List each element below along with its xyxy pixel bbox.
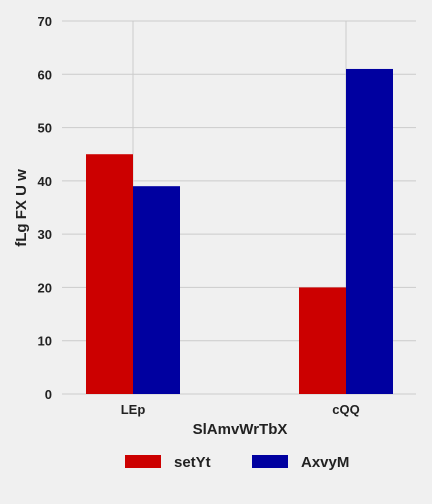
bar-AxvyM-LEp xyxy=(133,186,180,394)
legend: setYt AxvyM xyxy=(125,454,349,471)
y-tick-label: 10 xyxy=(38,334,52,349)
x-tick-label: cQQ xyxy=(332,402,359,417)
y-axis-label: fLg FX U w xyxy=(13,169,30,247)
y-axis-ticks: 0 10 20 30 40 50 60 70 xyxy=(38,14,52,402)
x-axis-label: SlAmvWrTbX xyxy=(193,421,288,438)
y-tick-label: 0 xyxy=(45,387,52,402)
bars xyxy=(86,68,393,394)
legend-label: AxvyM xyxy=(301,454,349,471)
bar-AxvyM-cQQ xyxy=(346,68,393,394)
y-tick-label: 30 xyxy=(38,227,52,242)
bar-setYt-cQQ xyxy=(299,287,346,394)
y-tick-label: 20 xyxy=(38,280,52,295)
legend-swatch xyxy=(252,455,288,468)
y-tick-label: 40 xyxy=(38,174,52,189)
x-tick-label: LEp xyxy=(121,402,146,417)
y-tick-label: 60 xyxy=(38,67,52,82)
legend-swatch xyxy=(125,455,161,468)
y-tick-label: 50 xyxy=(38,121,52,136)
y-tick-label: 70 xyxy=(38,14,52,29)
x-axis-ticks: LEp cQQ xyxy=(121,402,360,417)
bar-setYt-LEp xyxy=(86,154,133,394)
legend-label: setYt xyxy=(174,454,211,471)
